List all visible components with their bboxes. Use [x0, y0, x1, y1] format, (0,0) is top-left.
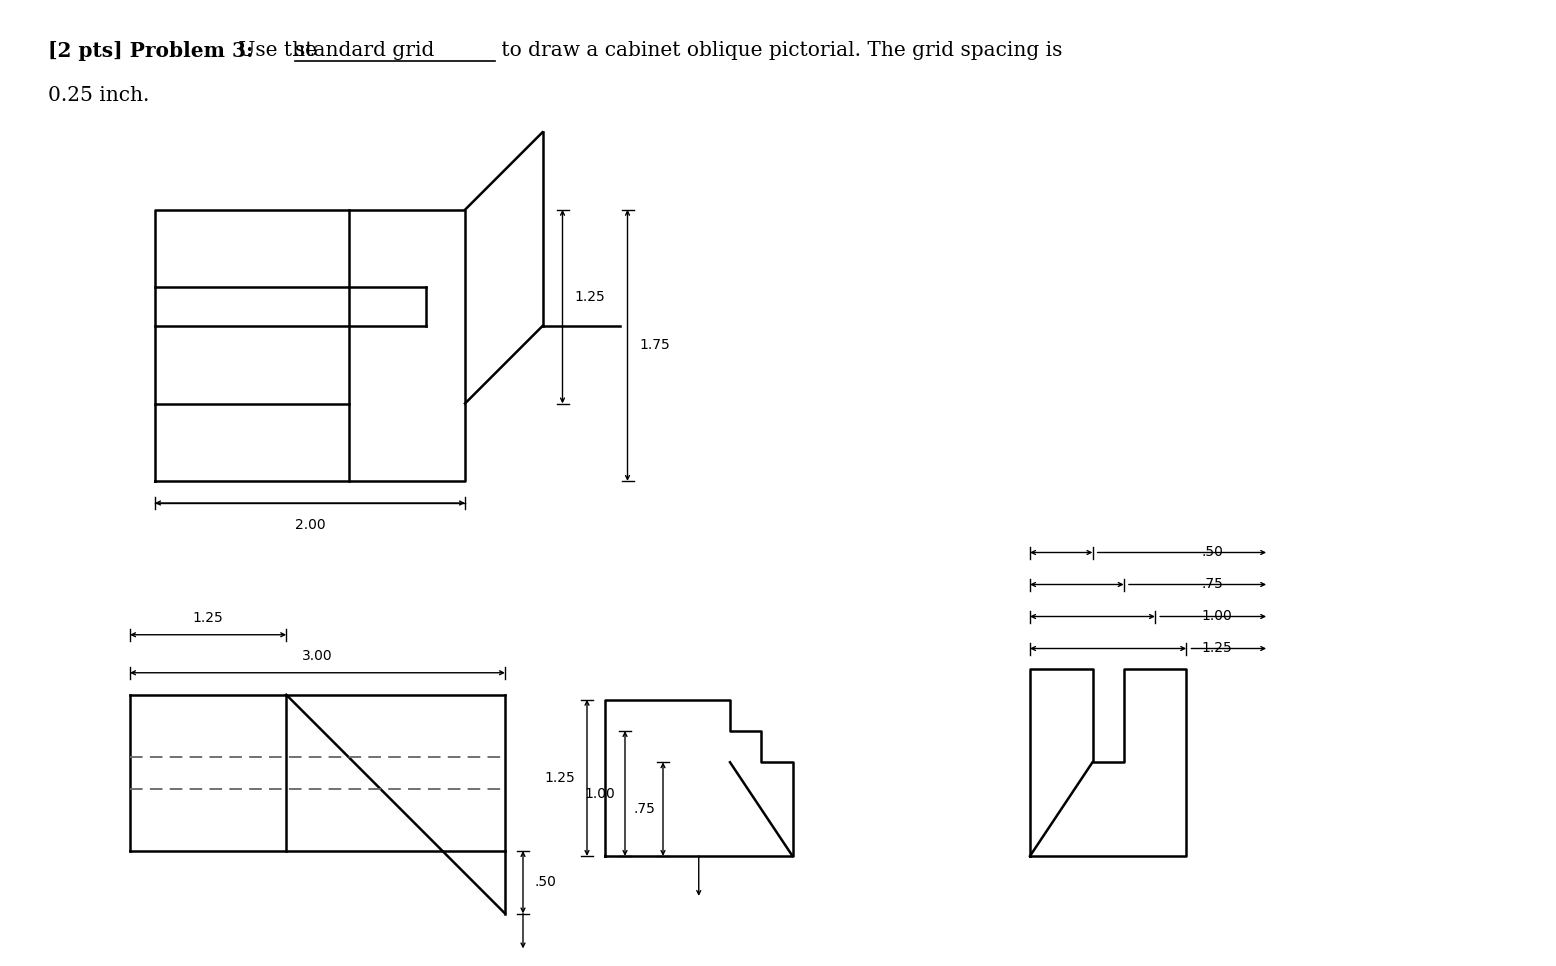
- Text: standard grid: standard grid: [296, 41, 434, 60]
- Text: 1.25: 1.25: [545, 771, 576, 784]
- Text: 1.75: 1.75: [640, 338, 671, 353]
- Text: 1.25: 1.25: [193, 611, 224, 625]
- Text: 3.00: 3.00: [302, 649, 333, 663]
- Text: 1.25: 1.25: [574, 290, 605, 303]
- Text: .75: .75: [633, 802, 655, 816]
- Text: to draw a cabinet oblique pictorial. The grid spacing is: to draw a cabinet oblique pictorial. The…: [495, 41, 1063, 60]
- Text: Use the: Use the: [232, 41, 324, 60]
- Text: .50: .50: [535, 875, 557, 890]
- Text: 1.00: 1.00: [1201, 610, 1232, 623]
- Text: 1.00: 1.00: [584, 786, 615, 801]
- Text: 1.25: 1.25: [1201, 641, 1232, 656]
- Text: .50: .50: [1201, 546, 1223, 559]
- Text: 2.00: 2.00: [294, 518, 325, 532]
- Text: 0.25 inch.: 0.25 inch.: [48, 86, 149, 105]
- Text: .75: .75: [1201, 578, 1223, 591]
- Text: [2 pts] Problem 3:: [2 pts] Problem 3:: [48, 41, 254, 61]
